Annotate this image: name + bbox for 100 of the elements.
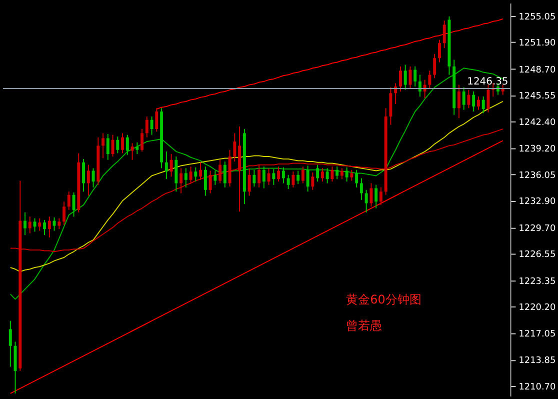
candlestick (223, 161, 226, 188)
candlestick (174, 156, 178, 192)
y-tick-label: 1245.55 (518, 92, 556, 102)
y-tick-label: 1248.70 (518, 65, 556, 76)
line-series (10, 140, 504, 394)
y-tick-label: 1236.05 (518, 170, 556, 181)
candlestick (92, 168, 95, 188)
candlestick (296, 170, 300, 185)
candlestick (370, 182, 373, 208)
candlestick (150, 116, 154, 136)
candlestick (184, 168, 188, 188)
candlestick (457, 84, 460, 119)
candlestick (24, 212, 27, 236)
candlestick (140, 128, 144, 152)
candlestick (267, 168, 270, 186)
candlestick (58, 218, 61, 230)
candlestick (350, 169, 354, 182)
candlestick (462, 86, 466, 110)
candlestick (277, 166, 280, 182)
candlestick (121, 132, 124, 154)
candlestick (86, 164, 90, 196)
candlestick (248, 168, 251, 196)
candlestick (360, 178, 363, 200)
candlestick (272, 168, 276, 186)
candlestick (214, 170, 217, 186)
candlestick (389, 86, 392, 126)
candlestick (374, 184, 378, 209)
candlestick (398, 66, 402, 92)
candlestick (316, 164, 320, 182)
candlestick (292, 171, 295, 188)
candlestick (33, 218, 36, 232)
candlestick (486, 84, 490, 113)
candlestick (116, 136, 120, 154)
y-tick-label: 1223.35 (518, 276, 556, 287)
candlestick (467, 89, 470, 109)
candlestick (48, 216, 51, 238)
candlestick (164, 151, 168, 180)
candlestick (286, 174, 290, 190)
candlestick (428, 70, 432, 89)
candlestick (82, 158, 86, 192)
candlestick (38, 218, 42, 232)
ref-line-label: 1246.35 (467, 76, 508, 88)
candlestick (106, 134, 110, 160)
candlestick (320, 168, 324, 182)
candlestick (194, 166, 198, 182)
candlestick (136, 142, 139, 155)
candlestick (180, 168, 183, 194)
y-tick-label: 1229.70 (518, 224, 556, 234)
candlestick (379, 186, 382, 206)
y-tick-label: 1239.20 (518, 144, 556, 155)
candlestick (408, 66, 412, 89)
candlestick (145, 116, 148, 138)
y-tick-label: 1220.20 (518, 303, 556, 314)
candlestick (218, 159, 222, 184)
candlestick (355, 169, 358, 188)
candlestick (208, 170, 212, 194)
candlestick (262, 166, 266, 189)
candlestick (204, 166, 207, 196)
candlestick (336, 166, 339, 180)
candlestick (43, 219, 46, 236)
candlestick (28, 216, 32, 234)
y-tick-label: 1210.70 (518, 382, 556, 392)
candlestick (199, 162, 202, 180)
candlestick (326, 168, 329, 184)
annotation: 曾若愚 (346, 318, 382, 332)
candlestick (126, 134, 129, 156)
y-tick-label: 1213.85 (518, 356, 556, 366)
y-tick-label: 1242.40 (518, 118, 556, 128)
y-tick-label: 1226.55 (518, 250, 556, 260)
candlestick (340, 168, 344, 180)
candlestick (438, 39, 441, 63)
candlestick (52, 216, 56, 232)
candlestick (330, 166, 334, 182)
y-tick-label: 1232.90 (518, 197, 556, 208)
candlestick (155, 108, 158, 132)
candlestick (442, 20, 446, 49)
candlestick (482, 96, 485, 114)
candlestick (472, 90, 476, 112)
candlestick (258, 164, 261, 188)
candlestick (418, 74, 422, 97)
candlestick (62, 201, 66, 226)
candlestick (72, 192, 76, 218)
candlestick (301, 166, 304, 184)
candlestick (8, 320, 12, 368)
candlestick (414, 66, 417, 87)
y-tick-label: 1255.05 (518, 12, 556, 22)
candlestick (102, 132, 105, 159)
candlestick (364, 189, 368, 213)
candlestick (111, 134, 114, 158)
candlestick (311, 172, 314, 190)
candlestick (233, 132, 236, 162)
candlestick (67, 191, 70, 210)
candlestick (282, 166, 285, 184)
candlestick (404, 64, 407, 90)
annotation: 黄金60分钟图 (346, 292, 422, 306)
y-tick-label: 1251.90 (518, 38, 556, 49)
candlestick (252, 169, 256, 188)
candlestick (476, 96, 480, 110)
candlestick (306, 165, 310, 192)
candlestick (189, 166, 192, 184)
